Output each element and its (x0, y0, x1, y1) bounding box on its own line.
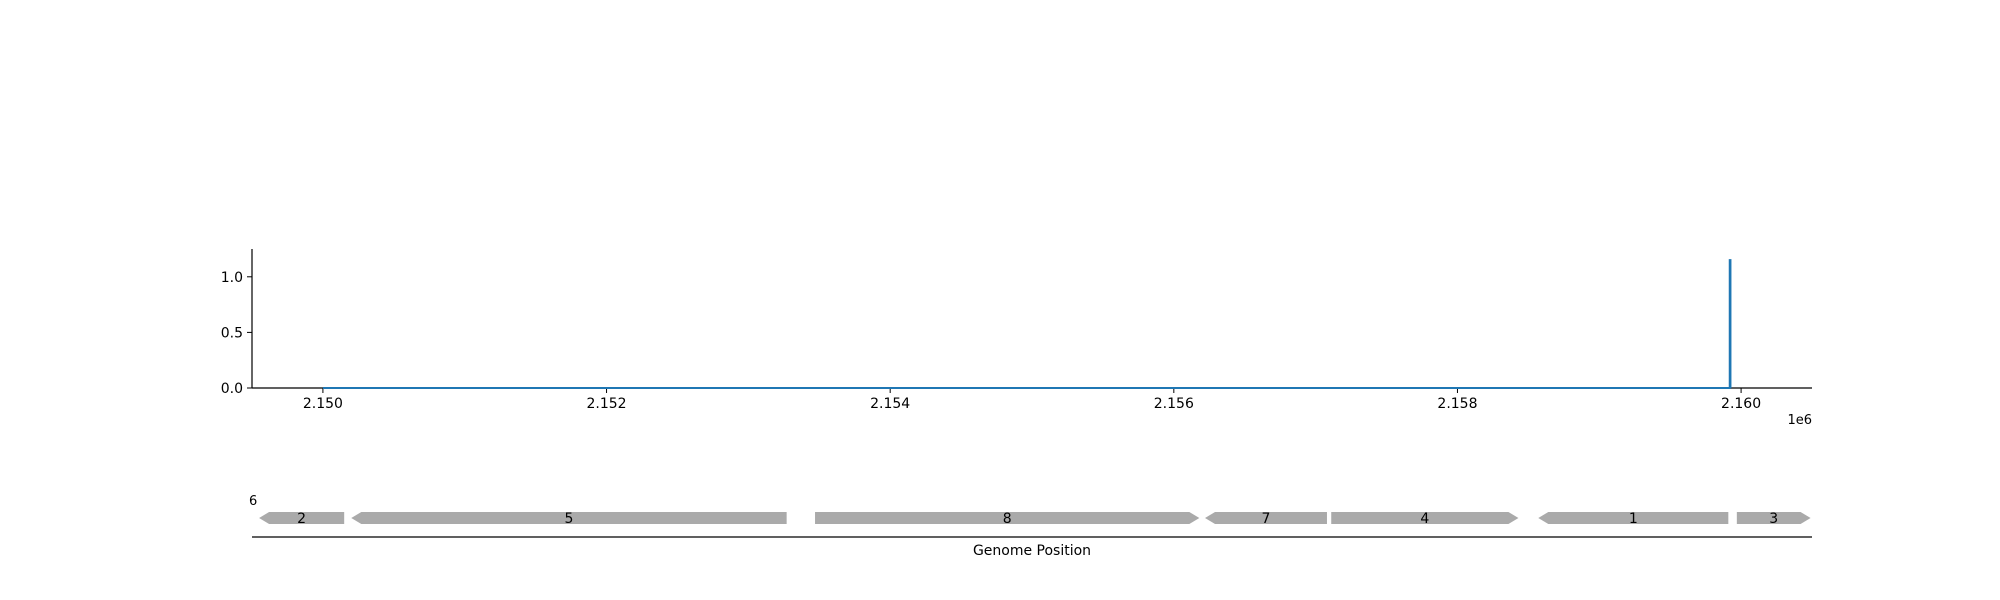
y-tick-label: 0.0 (221, 381, 243, 397)
coverage-line (322, 259, 1732, 389)
x-tick-label: 2.156 (1154, 396, 1194, 412)
x-tick-label: 2.150 (303, 396, 343, 412)
gene-feature (815, 512, 1200, 524)
coverage-series (322, 259, 1732, 389)
gene-feature-label: 1 (1629, 511, 1638, 527)
gene-feature (351, 512, 787, 524)
gene-label-6: 6 (249, 494, 257, 509)
gene-feature-label: 2 (297, 511, 306, 527)
gene-feature-label: 8 (1003, 511, 1012, 527)
x-tick-label: 2.154 (870, 396, 910, 412)
x-tick-label: 2.160 (1721, 396, 1761, 412)
gene-feature (1205, 512, 1327, 524)
y-tick-label: 1.0 (221, 270, 243, 286)
gene-track-x-label: Genome Position (973, 543, 1091, 559)
x-axis-offset-label: 1e6 (1787, 413, 1812, 428)
gene-features: 2 5 8 7 4 1 3 (259, 511, 1811, 527)
gene-feature-label: 4 (1420, 511, 1429, 527)
gene-feature (1736, 512, 1811, 524)
gene-feature (259, 512, 345, 524)
gene-feature-label: 5 (565, 511, 574, 527)
coverage-plot: 0.00.51.02.150 2.152 2.154 2.156 2.158 2.160 … (221, 249, 1812, 428)
x-tick-label: 2.158 (1437, 396, 1477, 412)
gene-feature-label: 3 (1769, 511, 1778, 527)
x-tick-label: 2.152 (586, 396, 626, 412)
gene-track: 2 5 8 7 4 1 3 6 Genome Position (249, 494, 1812, 559)
y-tick-label: 0.5 (221, 325, 243, 341)
gene-feature (1331, 512, 1519, 524)
gene-feature-label: 7 (1262, 511, 1271, 527)
gene-feature (1538, 512, 1729, 524)
